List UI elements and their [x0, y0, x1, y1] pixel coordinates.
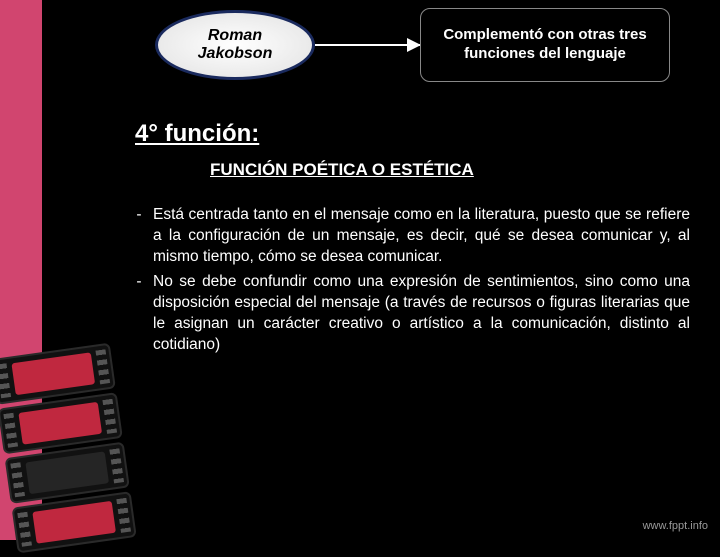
oval-node-jakobson: RomanJakobson — [155, 10, 315, 80]
bullet-dash: - — [125, 272, 153, 356]
list-item: - Está centrada tanto en el mensaje como… — [125, 205, 690, 268]
watermark: www.fppt.info — [643, 520, 708, 532]
arrow-connector — [315, 44, 420, 46]
list-item-text: Está centrada tanto en el mensaje como e… — [153, 205, 690, 268]
section-subtitle: FUNCIÓN POÉTICA O ESTÉTICA — [210, 160, 474, 180]
bullet-dash: - — [125, 205, 153, 268]
rect-label: Complementó con otras tres funciones del… — [431, 26, 659, 64]
section-heading: 4° función: — [135, 120, 259, 148]
rect-node-complement: Complementó con otras tres funciones del… — [420, 8, 670, 82]
body-list: - Está centrada tanto en el mensaje como… — [125, 205, 690, 359]
list-item-text: No se debe confundir como una expresión … — [153, 272, 690, 356]
oval-label: RomanJakobson — [198, 27, 273, 64]
list-item: - No se debe confundir como una expresió… — [125, 272, 690, 356]
film-strip-decoration — [0, 343, 137, 557]
